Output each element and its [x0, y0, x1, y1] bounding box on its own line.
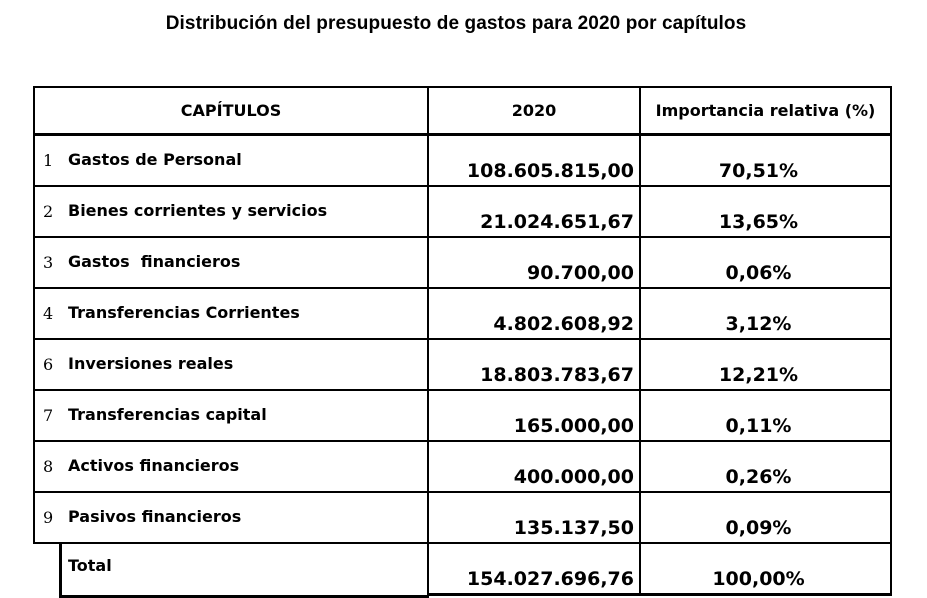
- chapter-cell: 2 Bienes corrientes y servicios: [33, 186, 429, 238]
- percentage-cell: 3,12%: [639, 288, 892, 340]
- table-row: 1 Gastos de Personal 108.605.815,00 70,5…: [33, 134, 892, 187]
- table-row: 8 Activos financieros 400.000,00 0,26%: [33, 441, 892, 493]
- header-relative: Importancia relativa (%): [639, 86, 892, 136]
- amount-cell: 4.802.608,92: [427, 288, 641, 340]
- chapter-cell: 3 Gastos financieros: [33, 237, 429, 289]
- table-row: 3 Gastos financieros 90.700,00 0,06%: [33, 237, 892, 289]
- percentage-cell: 0,11%: [639, 390, 892, 442]
- amount-cell: 165.000,00: [427, 390, 641, 442]
- amount-cell: 21.024.651,67: [427, 186, 641, 238]
- table-row: 2 Bienes corrientes y servicios 21.024.6…: [33, 186, 892, 238]
- chapter-cell: 6 Inversiones reales: [33, 339, 429, 391]
- percentage-cell: 70,51%: [639, 134, 892, 187]
- chapter-name: Transferencias capital: [68, 405, 267, 424]
- total-label: Total: [68, 556, 112, 575]
- chapter-cell: 9 Pasivos financieros: [33, 492, 429, 544]
- budget-table: CAPÍTULOS 2020 Importancia relativa (%) …: [33, 86, 892, 598]
- percentage-cell: 0,06%: [639, 237, 892, 289]
- total-box: Total: [59, 544, 429, 598]
- chapter-name: Transferencias Corrientes: [68, 303, 300, 322]
- chapter-number: 3: [43, 253, 54, 272]
- header-year: 2020: [427, 86, 641, 136]
- percentage-cell: 0,26%: [639, 441, 892, 493]
- amount-cell: 108.605.815,00: [427, 134, 641, 187]
- total-row: Total 154.027.696,76 100,00%: [34, 543, 892, 598]
- chapter-name: Gastos financieros: [68, 252, 241, 271]
- amount-cell: 18.803.783,67: [427, 339, 641, 391]
- table-row: 6 Inversiones reales 18.803.783,67 12,21…: [33, 339, 892, 391]
- chapter-number: 2: [43, 202, 54, 221]
- page-title: Distribución del presupuesto de gastos p…: [165, 13, 747, 34]
- amount-cell: 135.137,50: [427, 492, 641, 544]
- chapter-number: 6: [43, 355, 54, 374]
- total-amount: 154.027.696,76: [427, 543, 641, 596]
- header-chapters: CAPÍTULOS: [33, 86, 429, 136]
- amount-cell: 90.700,00: [427, 237, 641, 289]
- chapter-number: 1: [43, 151, 54, 170]
- percentage-cell: 12,21%: [639, 339, 892, 391]
- table-row: 7 Transferencias capital 165.000,00 0,11…: [33, 390, 892, 442]
- chapter-number: 7: [43, 406, 54, 425]
- total-percentage: 100,00%: [639, 543, 892, 596]
- table-row: 4 Transferencias Corrientes 4.802.608,92…: [33, 288, 892, 340]
- total-label-cell: Total: [34, 543, 429, 598]
- percentage-cell: 0,09%: [639, 492, 892, 544]
- chapter-name: Gastos de Personal: [68, 150, 242, 169]
- chapter-cell: 4 Transferencias Corrientes: [33, 288, 429, 340]
- percentage-cell: 13,65%: [639, 186, 892, 238]
- chapter-name: Bienes corrientes y servicios: [68, 201, 328, 220]
- chapter-number: 8: [43, 457, 54, 476]
- chapter-name: Inversiones reales: [68, 354, 234, 373]
- chapter-number: 9: [43, 508, 54, 527]
- table-row: 9 Pasivos financieros 135.137,50 0,09%: [33, 492, 892, 544]
- amount-cell: 400.000,00: [427, 441, 641, 493]
- chapter-cell: 1 Gastos de Personal: [33, 134, 429, 187]
- chapter-name: Activos financieros: [68, 456, 240, 475]
- chapter-number: 4: [43, 304, 54, 323]
- chapter-cell: 8 Activos financieros: [33, 441, 429, 493]
- chapter-name: Pasivos financieros: [68, 507, 242, 526]
- table-header-row: CAPÍTULOS 2020 Importancia relativa (%): [33, 86, 892, 136]
- chapter-cell: 7 Transferencias capital: [33, 390, 429, 442]
